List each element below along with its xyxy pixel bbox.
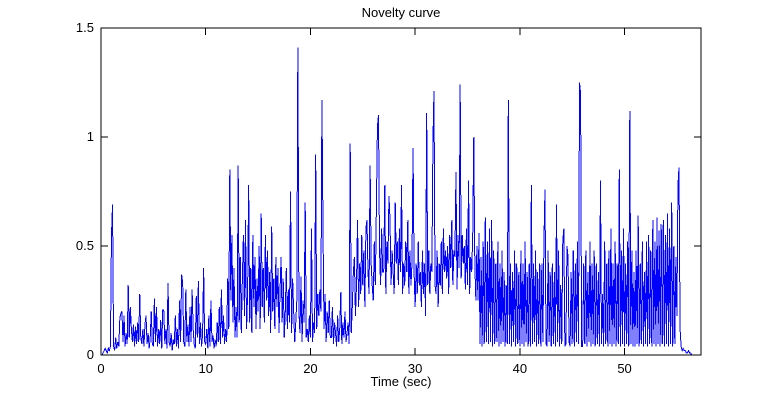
x-tick-label: 30 — [407, 361, 423, 376]
x-tick-label: 20 — [303, 361, 318, 376]
novelty-curve-line — [101, 47, 701, 356]
y-tick-label: 1.5 — [75, 20, 94, 35]
x-tick-label: 0 — [97, 361, 105, 376]
x-tick-label: 10 — [198, 361, 213, 376]
y-tick-label: 1 — [86, 129, 94, 144]
x-tick-label: 40 — [512, 361, 528, 376]
chart-title: Novelty curve — [361, 5, 441, 20]
x-axis-label: Time (sec) — [370, 374, 432, 389]
axes-box — [100, 27, 702, 356]
x-tick-label: 50 — [617, 361, 632, 376]
y-tick-label: 0 — [86, 347, 94, 362]
y-tick-label: 0.5 — [75, 238, 94, 253]
